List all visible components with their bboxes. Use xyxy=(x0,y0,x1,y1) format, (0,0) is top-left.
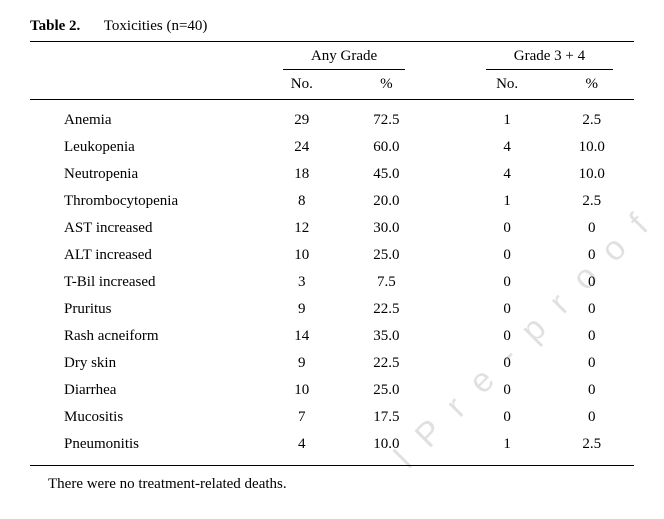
g34-pct: 0 xyxy=(549,323,634,350)
table-row: ALT increased1025.0 00 xyxy=(30,242,634,269)
table-row: AST increased1230.0 00 xyxy=(30,215,634,242)
g34-no: 0 xyxy=(465,404,550,431)
g34-pct: 0 xyxy=(549,350,634,377)
any-pct: 20.0 xyxy=(344,188,429,215)
toxicity-name: Rash acneiform xyxy=(30,323,260,350)
toxicity-name: T-Bil increased xyxy=(30,269,260,296)
table-row: T-Bil increased37.5 00 xyxy=(30,269,634,296)
any-no: 3 xyxy=(260,269,345,296)
any-pct: 25.0 xyxy=(344,242,429,269)
g34-no: 1 xyxy=(465,188,550,215)
toxicity-name: Diarrhea xyxy=(30,377,260,404)
any-no: 10 xyxy=(260,377,345,404)
any-no: 8 xyxy=(260,188,345,215)
g34-pct: 2.5 xyxy=(549,188,634,215)
any-no: 29 xyxy=(260,100,345,135)
toxicity-name: ALT increased xyxy=(30,242,260,269)
table-caption: Table 2. Toxicities (n=40) xyxy=(30,18,634,35)
col-g34-no: No. xyxy=(465,72,550,100)
g34-pct: 2.5 xyxy=(549,100,634,135)
any-pct: 7.5 xyxy=(344,269,429,296)
g34-pct: 2.5 xyxy=(549,431,634,466)
g34-pct: 0 xyxy=(549,404,634,431)
g34-pct: 0 xyxy=(549,377,634,404)
any-pct: 22.5 xyxy=(344,350,429,377)
toxicity-name: Pneumonitis xyxy=(30,431,260,466)
col-any-pct: % xyxy=(344,72,429,100)
table-row: Thrombocytopenia820.0 12.5 xyxy=(30,188,634,215)
table-row: Dry skin922.5 00 xyxy=(30,350,634,377)
toxicity-table: Any Grade Grade 3 + 4 No. % No. % Anemia… xyxy=(30,41,634,466)
g34-pct: 0 xyxy=(549,242,634,269)
g34-no: 0 xyxy=(465,215,550,242)
g34-no: 0 xyxy=(465,242,550,269)
any-no: 9 xyxy=(260,350,345,377)
toxicity-name: Thrombocytopenia xyxy=(30,188,260,215)
toxicity-name: Neutropenia xyxy=(30,161,260,188)
col-g34-pct: % xyxy=(549,72,634,100)
table-row: Anemia2972.5 12.5 xyxy=(30,100,634,135)
g34-pct: 0 xyxy=(549,215,634,242)
toxicity-name: Dry skin xyxy=(30,350,260,377)
any-no: 14 xyxy=(260,323,345,350)
toxicity-name: Pruritus xyxy=(30,296,260,323)
table-row: Leukopenia2460.0 410.0 xyxy=(30,134,634,161)
toxicity-name: Leukopenia xyxy=(30,134,260,161)
g34-no: 0 xyxy=(465,323,550,350)
table-body: Anemia2972.512.5Leukopenia2460.0410.0Neu… xyxy=(30,100,634,466)
g34-no: 1 xyxy=(465,100,550,135)
any-pct: 30.0 xyxy=(344,215,429,242)
table-row: Neutropenia1845.0 410.0 xyxy=(30,161,634,188)
any-pct: 10.0 xyxy=(344,431,429,466)
table-row: Pruritus922.5 00 xyxy=(30,296,634,323)
any-pct: 22.5 xyxy=(344,296,429,323)
g34-pct: 10.0 xyxy=(549,134,634,161)
table-row: Rash acneiform1435.0 00 xyxy=(30,323,634,350)
table-row: Pneumonitis410.0 12.5 xyxy=(30,431,634,466)
g34-no: 0 xyxy=(465,350,550,377)
toxicity-name: Mucositis xyxy=(30,404,260,431)
table-footnote: There were no treatment-related deaths. xyxy=(30,476,634,493)
table-caption-label: Table 2. xyxy=(30,18,80,35)
any-pct: 35.0 xyxy=(344,323,429,350)
col-group-any: Any Grade xyxy=(260,42,429,73)
any-pct: 72.5 xyxy=(344,100,429,135)
g34-pct: 0 xyxy=(549,296,634,323)
any-pct: 45.0 xyxy=(344,161,429,188)
any-pct: 17.5 xyxy=(344,404,429,431)
g34-no: 0 xyxy=(465,269,550,296)
g34-no: 4 xyxy=(465,161,550,188)
any-no: 18 xyxy=(260,161,345,188)
g34-no: 1 xyxy=(465,431,550,466)
table-row: Diarrhea1025.0 00 xyxy=(30,377,634,404)
g34-no: 0 xyxy=(465,377,550,404)
g34-no: 4 xyxy=(465,134,550,161)
col-any-no: No. xyxy=(260,72,345,100)
any-pct: 60.0 xyxy=(344,134,429,161)
header-row-sub: No. % No. % xyxy=(30,72,634,100)
table-row: Mucositis717.5 00 xyxy=(30,404,634,431)
any-no: 9 xyxy=(260,296,345,323)
any-no: 12 xyxy=(260,215,345,242)
any-no: 24 xyxy=(260,134,345,161)
any-pct: 25.0 xyxy=(344,377,429,404)
toxicity-name: Anemia xyxy=(30,100,260,135)
any-no: 4 xyxy=(260,431,345,466)
toxicity-name: AST increased xyxy=(30,215,260,242)
g34-pct: 0 xyxy=(549,269,634,296)
any-no: 7 xyxy=(260,404,345,431)
header-row-groups: Any Grade Grade 3 + 4 xyxy=(30,42,634,73)
g34-pct: 10.0 xyxy=(549,161,634,188)
g34-no: 0 xyxy=(465,296,550,323)
table-caption-title: Toxicities (n=40) xyxy=(104,18,208,34)
col-group-g34: Grade 3 + 4 xyxy=(465,42,634,73)
any-no: 10 xyxy=(260,242,345,269)
